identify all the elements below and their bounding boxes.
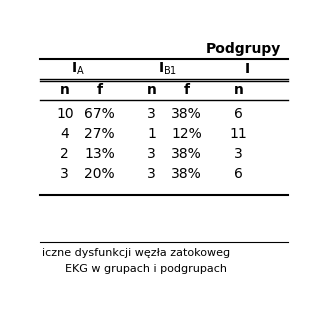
Text: 67%: 67% — [84, 107, 115, 121]
Text: I$_\mathrm{A}$: I$_\mathrm{A}$ — [71, 61, 85, 77]
Text: 3: 3 — [234, 147, 243, 161]
Text: iczne dysfunkcji węzła zatokoweɡ: iczne dysfunkcji węzła zatokoweɡ — [43, 248, 231, 258]
Text: EKG w grupach i podgrupach: EKG w grupach i podgrupach — [65, 264, 227, 274]
Text: 12%: 12% — [171, 127, 202, 141]
Text: 3: 3 — [60, 167, 69, 181]
Text: n: n — [60, 83, 70, 97]
Text: f: f — [183, 83, 189, 97]
Text: 3: 3 — [147, 107, 156, 121]
Text: 4: 4 — [60, 127, 69, 141]
Text: 20%: 20% — [84, 167, 115, 181]
Text: 27%: 27% — [84, 127, 115, 141]
Text: 11: 11 — [229, 127, 247, 141]
Text: f: f — [97, 83, 102, 97]
Text: Podgrupy: Podgrupy — [206, 43, 281, 57]
Text: 13%: 13% — [84, 147, 115, 161]
Text: 10: 10 — [56, 107, 74, 121]
Text: n: n — [234, 83, 243, 97]
Text: 1: 1 — [147, 127, 156, 141]
Text: I: I — [244, 62, 250, 76]
Text: 38%: 38% — [171, 107, 202, 121]
Text: I$_\mathrm{B1}$: I$_\mathrm{B1}$ — [158, 61, 177, 77]
Text: 38%: 38% — [171, 167, 202, 181]
Text: 6: 6 — [234, 167, 243, 181]
Text: 6: 6 — [234, 107, 243, 121]
Text: 3: 3 — [147, 167, 156, 181]
Text: 2: 2 — [60, 147, 69, 161]
Text: 3: 3 — [147, 147, 156, 161]
Text: 38%: 38% — [171, 147, 202, 161]
Text: n: n — [147, 83, 156, 97]
